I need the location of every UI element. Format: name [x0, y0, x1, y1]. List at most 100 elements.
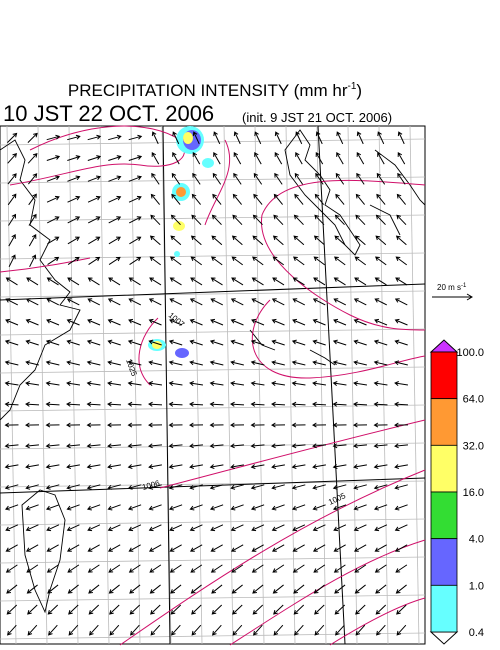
- wind-vector: [66, 318, 80, 326]
- wind-vector: [67, 564, 80, 573]
- wind-vector: [230, 464, 244, 470]
- wind-vector: [129, 236, 142, 245]
- wind-vector: [396, 604, 407, 615]
- wind-vector: [169, 564, 182, 573]
- wind-vector: [375, 256, 387, 266]
- wind-vector: [189, 464, 203, 470]
- wind-vector: [274, 131, 282, 145]
- wind-vector: [376, 172, 386, 185]
- wind-vector: [25, 318, 39, 326]
- wind-vector: [209, 401, 224, 407]
- wind-vector: [4, 484, 19, 490]
- wind-vector: [230, 360, 244, 366]
- wind-vector: [252, 256, 264, 266]
- wind-vector: [25, 360, 39, 366]
- wind-vector: [211, 604, 223, 615]
- wind-vector: [4, 464, 19, 470]
- wind-vector: [171, 172, 181, 185]
- wind-vector: [46, 175, 60, 182]
- wind-vector: [273, 604, 284, 615]
- colorbar-segment: [430, 444, 458, 493]
- wind-vector: [190, 277, 203, 286]
- wind-vector: [26, 564, 39, 573]
- wind-vector: [189, 422, 204, 428]
- wind-vector: [210, 544, 223, 552]
- wind-vector: [168, 339, 183, 346]
- wind-vector: [46, 564, 59, 573]
- graticule-line: [37, 125, 48, 645]
- wind-vector: [209, 360, 224, 366]
- wind-vector: [312, 544, 326, 552]
- wind-vector: [292, 318, 306, 326]
- coastline-korea: [284, 129, 361, 256]
- graticule-line: [223, 125, 234, 645]
- wind-vector: [46, 298, 60, 306]
- wind-vector: [394, 298, 408, 306]
- wind-vector: [315, 131, 323, 145]
- wind-vector: [292, 298, 306, 306]
- wind-vector: [46, 216, 60, 224]
- wind-vector: [27, 624, 38, 636]
- wind-vector: [397, 152, 406, 165]
- wind-vector: [4, 504, 19, 511]
- wind-vector: [108, 175, 122, 182]
- wind-vector: [170, 584, 182, 594]
- wind-vector: [251, 318, 265, 326]
- wind-vector: [230, 339, 244, 346]
- wind-vector: [108, 256, 121, 266]
- wind-vector: [295, 131, 303, 145]
- wind-vector: [212, 193, 222, 205]
- wind-vector: [334, 214, 345, 226]
- wind-vector: [107, 318, 121, 326]
- wind-vector: [148, 544, 162, 552]
- wind-vector: [394, 524, 408, 532]
- wind-vector: [353, 524, 367, 532]
- wind-scale-arrow: [432, 293, 473, 301]
- wind-vector: [353, 464, 367, 470]
- precip-cell: [202, 158, 214, 168]
- wind-vector: [66, 339, 80, 346]
- graticule-line: [0, 290, 426, 298]
- colorbar-segment: [430, 584, 458, 633]
- wind-vector: [210, 564, 223, 573]
- wind-vector: [107, 464, 121, 470]
- wind-vector: [7, 624, 17, 636]
- wind-scale-text: 20 m s: [437, 283, 461, 292]
- wind-vector: [88, 236, 101, 245]
- wind-vector: [291, 464, 306, 470]
- wind-vector: [45, 401, 60, 407]
- graticule-line: [0, 138, 426, 146]
- wind-vector: [314, 624, 325, 636]
- wind-vector: [169, 277, 182, 286]
- wind-vector: [128, 298, 142, 306]
- wind-vector: [189, 443, 204, 449]
- precip-cell: [175, 348, 189, 358]
- wind-vector: [230, 544, 244, 552]
- wind-vector: [254, 152, 262, 165]
- wind-vector: [334, 604, 346, 615]
- wind-vector: [189, 484, 203, 490]
- wind-vector: [250, 504, 265, 511]
- graticule-line: [0, 556, 426, 564]
- wind-vector: [396, 193, 406, 205]
- wind-vector: [127, 464, 142, 470]
- colorbar: 100.0 64.0 32.0 16.0 4.0 1.0 0.4: [429, 339, 484, 645]
- wind-vector: [66, 401, 81, 407]
- wind-vector: [395, 564, 408, 573]
- wind-vector: [107, 504, 121, 511]
- wind-vector: [377, 131, 385, 145]
- wind-vector: [191, 604, 202, 615]
- wind-vector: [209, 484, 224, 490]
- wind-vector: [128, 277, 141, 286]
- wind-vector: [374, 298, 388, 306]
- wind-vector: [128, 216, 142, 224]
- wind-vector: [395, 235, 407, 246]
- map-frame: [0, 125, 426, 645]
- graticule-line: [347, 125, 358, 645]
- colorbar-label: 0.4: [469, 627, 484, 639]
- wind-vector: [272, 235, 284, 246]
- wind-vector: [87, 155, 102, 161]
- wind-vector: [250, 401, 265, 407]
- wind-vector: [168, 504, 183, 511]
